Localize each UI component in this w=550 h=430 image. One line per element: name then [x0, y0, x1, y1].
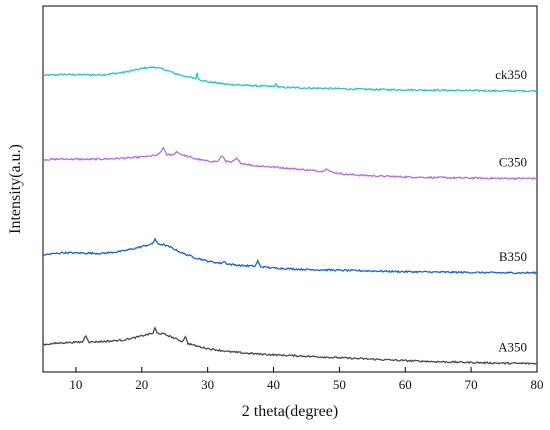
- series-line-A350: [42, 326, 538, 366]
- series-label-B350: B350: [499, 249, 527, 264]
- series-label-C350: C350: [499, 154, 527, 169]
- series-line-B350: [42, 237, 538, 275]
- x-tick-label-40: 40: [267, 377, 280, 392]
- series-line-ck350: [42, 65, 538, 93]
- x-axis-title: 2 theta(degree): [242, 403, 338, 420]
- series-layer: [42, 65, 538, 366]
- x-tick-label-10: 10: [69, 377, 82, 392]
- x-tick-label-60: 60: [399, 377, 412, 392]
- x-tick-label-50: 50: [333, 377, 346, 392]
- x-tick-label-30: 30: [201, 377, 214, 392]
- series-label-layer: ck350 C350 B350 A350: [495, 67, 527, 355]
- series-label-A350: A350: [498, 340, 527, 355]
- series-line-C350: [42, 146, 538, 181]
- x-tick-label-80: 80: [531, 377, 544, 392]
- series-label-ck350: ck350: [495, 67, 527, 82]
- plot-frame: [42, 5, 538, 373]
- x-tick-label-20: 20: [135, 377, 148, 392]
- y-axis-title: Intensity(a.u.): [7, 144, 24, 234]
- x-tick-layer: 10 20 30 40 50 60 70 80: [69, 367, 544, 392]
- x-tick-label-70: 70: [465, 377, 478, 392]
